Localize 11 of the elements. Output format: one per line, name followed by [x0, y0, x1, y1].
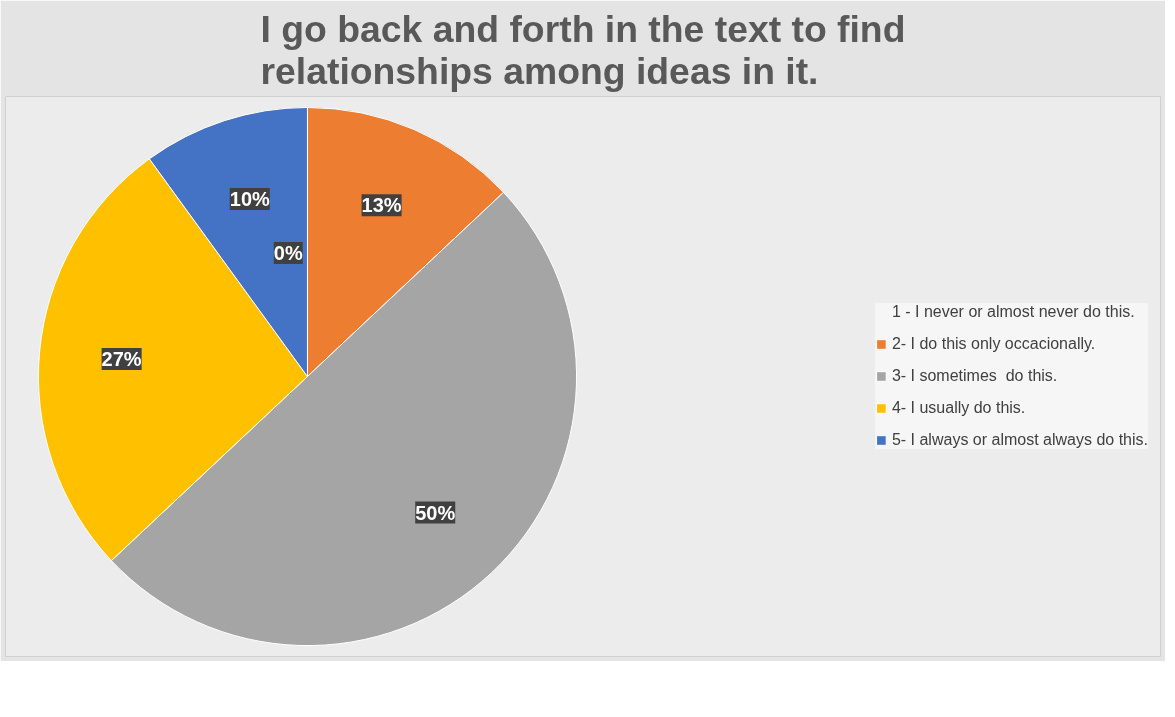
legend-label: 2- I do this only occacionally. — [891, 335, 1096, 353]
data-label: 50% — [415, 501, 456, 524]
category-label: 1 - I never or almost never do this. — [891, 303, 1135, 320]
legend-label: 5- I always or almost always do this. — [891, 431, 1148, 449]
text: 0% — [273, 241, 303, 264]
data-label: 27% — [101, 347, 142, 370]
data-label: 13% — [361, 194, 402, 217]
chart-title: I go back and forth in the text to find relationships among ideas in it. — [260, 7, 906, 92]
data-label: 10% — [229, 187, 271, 210]
legend-label: 4- I usually do this. — [891, 399, 1026, 417]
legend-label: 3- I sometimes do this. — [891, 367, 1058, 385]
